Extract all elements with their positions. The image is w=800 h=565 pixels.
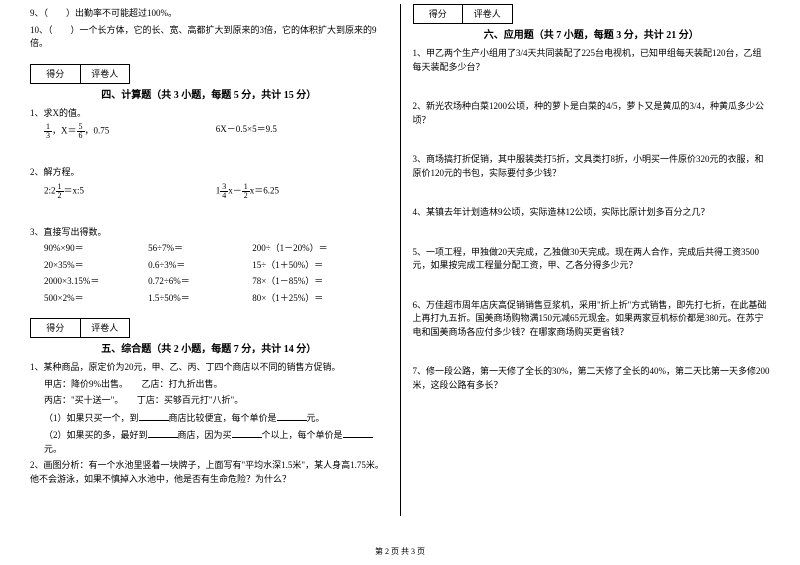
- r6-1: 1、甲乙两个生产小组用了3/4天共同装配了225台电视机，已知甲组每天装配120…: [413, 47, 771, 74]
- frac-1-2b: 12: [242, 183, 250, 200]
- blank: [232, 428, 262, 438]
- eq1: 13，X＝56，0.75: [44, 123, 216, 140]
- left-column: 9、（ ）出勤率不可能超过100%。 10、（ ）一个长方体，它的长、宽、高都扩…: [0, 0, 400, 520]
- score-label: 得分: [31, 65, 81, 83]
- s5-1: 1、某种商品，原定价为20元，甲、乙、丙、丁四个商店以不同的销售方促销。: [30, 361, 388, 375]
- s4-3-r2: 20×35%＝0.6÷3%＝15÷（1＋50%）＝: [30, 259, 388, 273]
- section4-title: 四、计算题（共 3 小题，每题 5 分，共计 15 分）: [30, 86, 388, 101]
- score-label: 得分: [31, 319, 81, 337]
- grader-label: 评卷人: [81, 319, 130, 337]
- r6-2: 2、新光农场种白菜1200公顷，种的萝卜是白菜的4/5，萝卜又是黄瓜的3/4，种…: [413, 100, 771, 127]
- s4-1: 1、求X的值。: [30, 107, 388, 121]
- s4-3: 3、直接写出得数。: [30, 226, 388, 240]
- s4-3-r4: 500×2%＝1.5÷50%＝80×（1＋25%）＝: [30, 292, 388, 306]
- blank: [277, 411, 307, 421]
- grader-label: 评卷人: [81, 65, 130, 83]
- s5-1b: 丙店："买十送一"。 丁店：买够百元打"八折"。: [30, 394, 388, 408]
- score-box-4: 得分 评卷人: [30, 64, 130, 84]
- r6-7: 7、修一段公路，第一天修了全长的30%，第二天修了全长的40%，第二天比第一天多…: [413, 365, 771, 392]
- eq3: 2:212＝x:5: [44, 183, 216, 200]
- score-label: 得分: [414, 5, 464, 23]
- blank: [343, 428, 373, 438]
- eq2: 6X－0.5×5＝9.5: [216, 123, 388, 140]
- eq4: 134x－12x＝6.25: [216, 183, 388, 200]
- r6-6: 6、万佳超市周年店庆高促销销售豆浆机，采用"折上折"方式销售，即先打七折，在此基…: [413, 299, 771, 340]
- s4-2: 2、解方程。: [30, 166, 388, 180]
- frac-1-2a: 12: [56, 183, 64, 200]
- s5-1c: （1）如果只买一个，到商店比较便宜，每个单价是元。: [30, 411, 388, 426]
- score-box-5: 得分 评卷人: [30, 318, 130, 338]
- blank: [148, 428, 178, 438]
- blank: [139, 411, 169, 421]
- s5-1a: 甲店：降价9%出售。 乙店：打九折出售。: [30, 378, 388, 392]
- q10: 10、（ ）一个长方体，它的长、宽、高都扩大到原来的3倍，它的体积扩大到原来的9…: [30, 24, 388, 51]
- r6-3: 3、商场搞打折促销，其中服装类打5折，文具类打8折，小明买一件原价320元的衣服…: [413, 153, 771, 180]
- s5-2: 2、画图分析：有一个水池里竖着一块牌子，上面写有"平均水深1.5米"，某人身高1…: [30, 459, 388, 486]
- score-box-6: 得分 评卷人: [413, 4, 513, 24]
- q9: 9、（ ）出勤率不可能超过100%。: [30, 7, 388, 21]
- s4-2-row: 2:212＝x:5 134x－12x＝6.25: [30, 183, 388, 200]
- s4-1-row: 13，X＝56，0.75 6X－0.5×5＝9.5: [30, 123, 388, 140]
- section6-title: 六、应用题（共 7 小题，每题 3 分，共计 21 分）: [413, 26, 771, 41]
- right-column: 得分 评卷人 六、应用题（共 7 小题，每题 3 分，共计 21 分） 1、甲乙…: [401, 0, 800, 520]
- frac-5-6: 56: [77, 123, 85, 140]
- page-footer: 第 2 页 共 3 页: [0, 546, 800, 557]
- r6-4: 4、某镇去年计划造林9公顷，实际造林12公顷，实际比原计划多百分之几？: [413, 206, 771, 220]
- grader-label: 评卷人: [463, 5, 512, 23]
- s4-3-r1: 90%×90＝56÷7%＝200÷（1－20%）＝: [30, 242, 388, 256]
- section5-title: 五、综合题（共 2 小题，每题 7 分，共计 14 分）: [30, 340, 388, 355]
- page-container: 9、（ ）出勤率不可能超过100%。 10、（ ）一个长方体，它的长、宽、高都扩…: [0, 0, 800, 520]
- s5-1d: （2）如果买的多，最好到商店，因为买个以上，每个单价是元。: [30, 428, 388, 456]
- s4-3-r3: 2000×3.15%＝0.72÷6%＝78×（1－85%）＝: [30, 275, 388, 289]
- r6-5: 5、一项工程，甲独做20天完成，乙独做30天完成。现在两人合作，完成后共得工资3…: [413, 246, 771, 273]
- frac-1-3: 13: [44, 123, 52, 140]
